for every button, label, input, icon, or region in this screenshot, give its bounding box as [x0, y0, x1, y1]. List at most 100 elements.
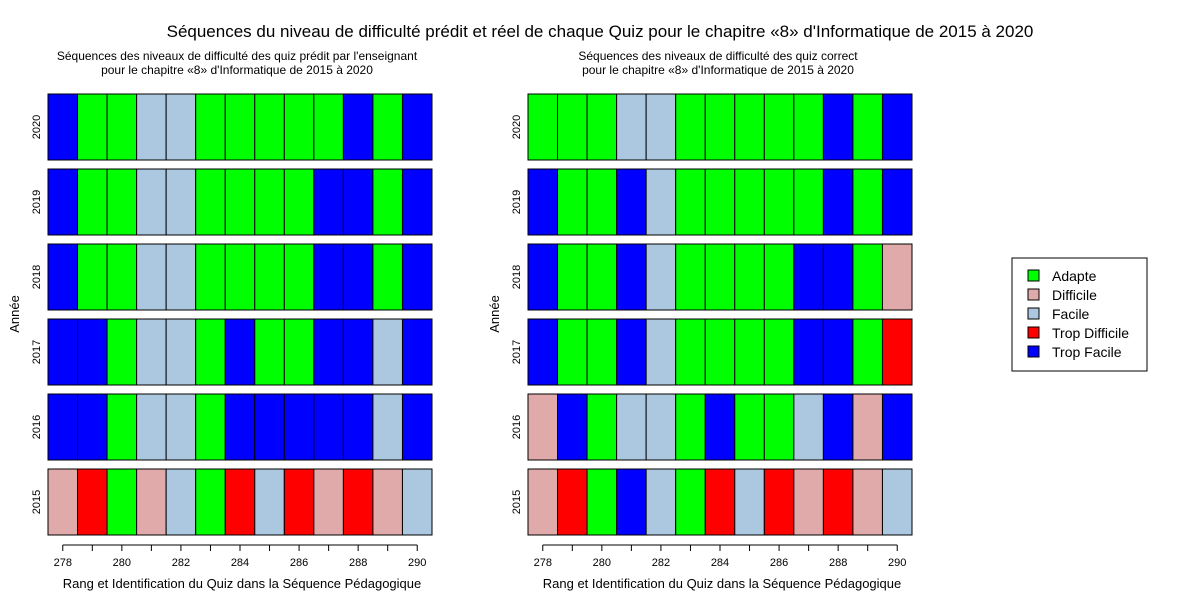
- cell-2016-286: [283, 393, 315, 461]
- cell-2016-288: [342, 393, 374, 461]
- cell-2020-281: [136, 93, 167, 161]
- panel-2: Séquences des niveaux de difficulté des …: [487, 49, 913, 591]
- cell-2015-282: [165, 468, 197, 536]
- cell-2017-280: [586, 318, 618, 386]
- legend-swatch: [1027, 269, 1040, 282]
- cell-2017-278: [527, 318, 559, 386]
- cell-2016-289: [852, 393, 883, 461]
- x-tick-label: 282: [652, 557, 670, 569]
- cell-2019-287: [313, 168, 344, 236]
- year-tick-label: 2018: [31, 265, 43, 289]
- cell-2016-280: [106, 393, 138, 461]
- cell-2019-278: [47, 168, 79, 236]
- year-tick-label: 2018: [511, 265, 523, 289]
- cell-2015-281: [616, 468, 647, 536]
- cell-2019-279: [77, 168, 108, 236]
- cell-2015-280: [586, 468, 618, 536]
- x-tick-label: 280: [593, 557, 611, 569]
- x-tick-label: 290: [408, 557, 426, 569]
- cell-2015-286: [283, 468, 315, 536]
- cell-2015-288: [822, 468, 854, 536]
- cell-2015-278: [47, 468, 79, 536]
- cell-2020-279: [77, 93, 108, 161]
- cell-2015-288: [342, 468, 374, 536]
- cell-2018-290: [881, 243, 913, 311]
- cell-2018-280: [586, 243, 618, 311]
- cell-2019-281: [616, 168, 647, 236]
- cell-2015-290: [401, 468, 433, 536]
- cell-2020-285: [254, 93, 285, 161]
- legend-swatch: [1027, 288, 1040, 301]
- cell-2017-289: [372, 318, 403, 386]
- cell-2018-284: [224, 243, 256, 311]
- x-tick-label: 282: [172, 557, 190, 569]
- cell-2016-284: [704, 393, 736, 461]
- cell-2015-289: [852, 468, 883, 536]
- cell-2016-282: [165, 393, 197, 461]
- legend-swatch: [1027, 345, 1040, 358]
- cell-2019-281: [136, 168, 167, 236]
- cell-2020-282: [645, 93, 677, 161]
- cell-2015-279: [557, 468, 588, 536]
- panel-1: Séquences des niveaux de difficulté des …: [7, 49, 433, 591]
- cell-2018-283: [675, 243, 706, 311]
- cell-2017-288: [822, 318, 854, 386]
- cell-2020-290: [881, 93, 913, 161]
- cell-2018-278: [47, 243, 79, 311]
- cell-2017-288: [342, 318, 374, 386]
- year-row-2019: 2019: [511, 168, 913, 236]
- year-row-2017: 2017: [31, 318, 433, 386]
- cell-2018-289: [372, 243, 403, 311]
- cell-2018-285: [734, 243, 765, 311]
- cell-2017-279: [557, 318, 588, 386]
- cell-2019-283: [195, 168, 226, 236]
- year-tick-label: 2020: [511, 115, 523, 139]
- cell-2020-287: [313, 93, 344, 161]
- x-axis-label: Rang et Identification du Quiz dans la S…: [63, 576, 421, 591]
- cell-2020-290: [401, 93, 433, 161]
- cell-2015-282: [645, 468, 677, 536]
- cell-2019-288: [822, 168, 854, 236]
- year-row-2019: 2019: [31, 168, 433, 236]
- cell-2018-288: [822, 243, 854, 311]
- legend-entry: Facile: [1052, 306, 1090, 322]
- cell-2019-279: [557, 168, 588, 236]
- cell-2015-286: [763, 468, 795, 536]
- cell-2015-283: [675, 468, 706, 536]
- cell-2015-284: [224, 468, 256, 536]
- cell-2020-287: [793, 93, 824, 161]
- cell-2018-287: [793, 243, 824, 311]
- cell-2017-279: [77, 318, 108, 386]
- cell-2016-281: [616, 393, 647, 461]
- cell-2015-285: [254, 468, 285, 536]
- year-row-2015: 2015: [31, 468, 433, 536]
- cell-2018-278: [527, 243, 559, 311]
- panel-title-line: Séquences des niveaux de difficulté des …: [578, 49, 858, 63]
- legend-entry: Difficile: [1052, 287, 1097, 303]
- cell-2017-280: [106, 318, 138, 386]
- cell-2019-285: [734, 168, 765, 236]
- y-axis-label: Année: [487, 295, 502, 333]
- cell-2015-287: [793, 468, 824, 536]
- cell-2016-287: [313, 393, 344, 461]
- cell-2019-290: [401, 168, 433, 236]
- year-tick-label: 2015: [511, 490, 523, 514]
- year-row-2018: 2018: [511, 243, 913, 311]
- cell-2020-284: [704, 93, 736, 161]
- x-tick-label: 284: [231, 557, 249, 569]
- y-axis-label: Année: [7, 295, 22, 333]
- cell-2018-280: [106, 243, 138, 311]
- cell-2016-290: [881, 393, 913, 461]
- cell-2016-283: [195, 393, 226, 461]
- cell-2019-283: [675, 168, 706, 236]
- cell-2019-284: [224, 168, 256, 236]
- x-tick-label: 278: [54, 557, 72, 569]
- cell-2018-288: [342, 243, 374, 311]
- cell-2016-285: [734, 393, 765, 461]
- cell-2016-283: [675, 393, 706, 461]
- year-tick-label: 2019: [31, 190, 43, 214]
- cell-2020-284: [224, 93, 256, 161]
- cell-2018-287: [313, 243, 344, 311]
- cell-2019-286: [763, 168, 795, 236]
